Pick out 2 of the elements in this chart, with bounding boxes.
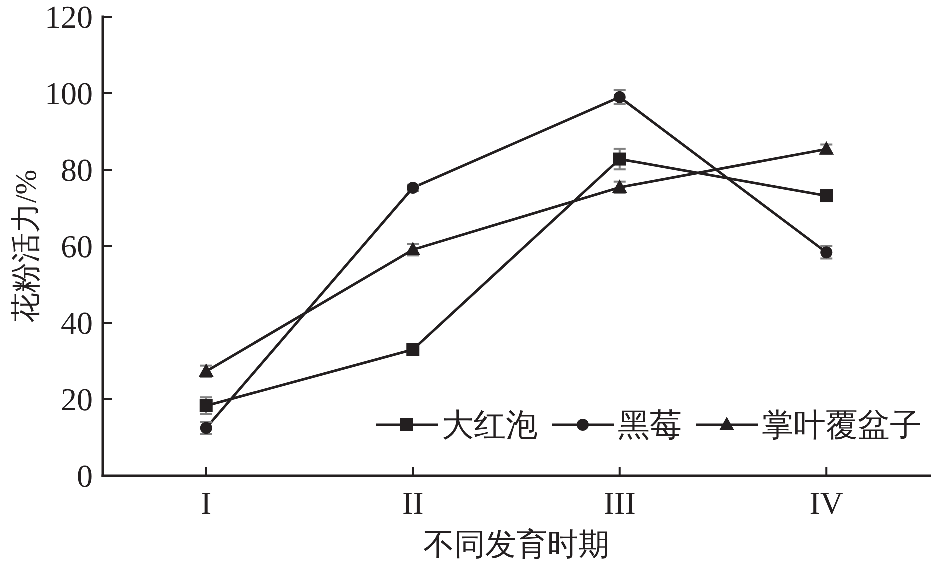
- ylabel: 花粉活力/%: [10, 170, 43, 324]
- xlabel: 不同发育时期: [424, 527, 610, 562]
